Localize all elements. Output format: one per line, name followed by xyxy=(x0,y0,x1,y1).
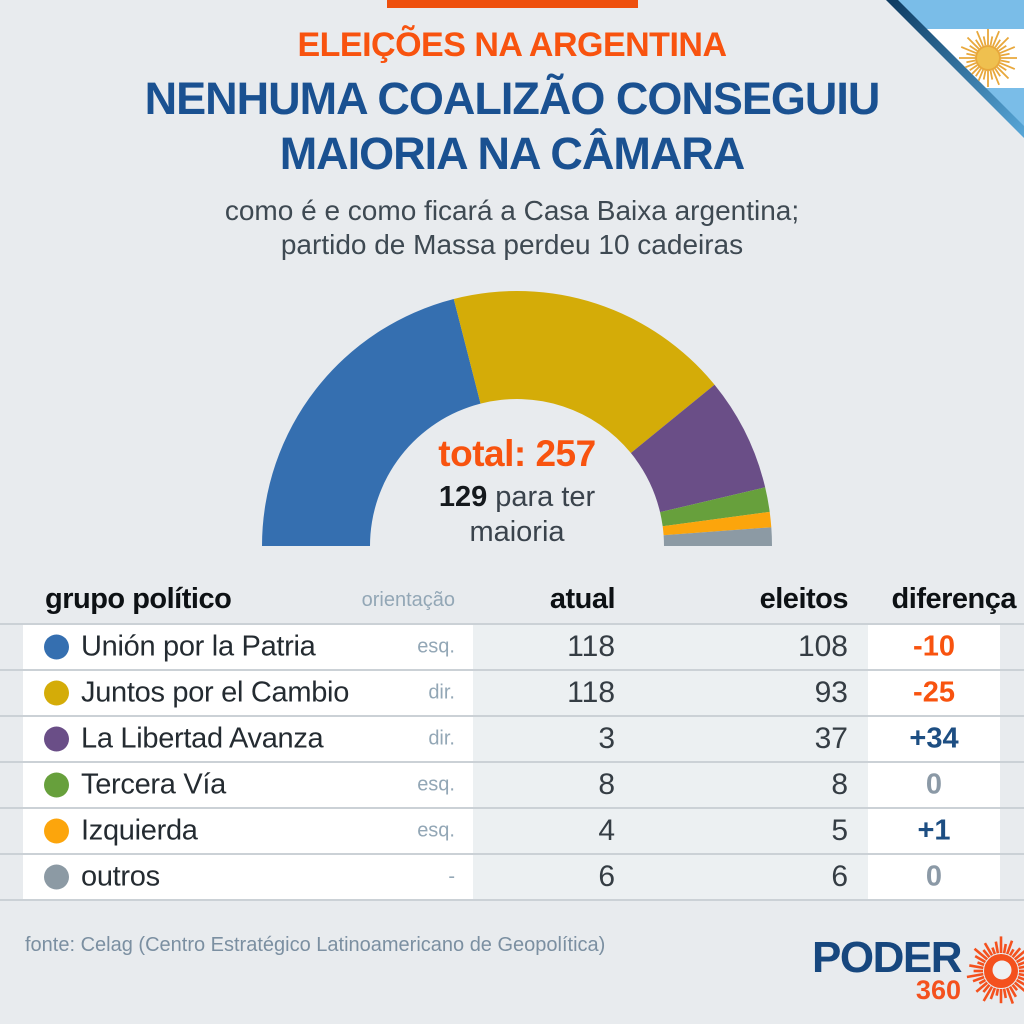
elected-seats: 6 xyxy=(831,860,848,893)
party-name: Izquierda xyxy=(81,814,198,847)
row-left-band xyxy=(23,809,473,853)
current-seats: 4 xyxy=(598,814,615,847)
header-orientation: orientação xyxy=(361,589,455,611)
argentina-flag-icon xyxy=(886,0,1024,138)
subtitle-line2: partido de Massa perdeu 10 cadeiras xyxy=(280,229,744,261)
row-left-band xyxy=(23,671,473,715)
elected-seats: 93 xyxy=(814,676,848,709)
elected-seats: 8 xyxy=(831,768,848,801)
row-mid-band xyxy=(473,855,868,899)
party-name: Tercera Vía xyxy=(81,768,226,801)
seat-difference: 0 xyxy=(925,768,943,801)
row-mid-band xyxy=(473,809,868,853)
current-seats: 118 xyxy=(567,630,615,663)
subtitle-line1: como é e como ficará a Casa Baixa argent… xyxy=(224,195,800,226)
table-row: Unión por la Patria esq. 118 108 -10 xyxy=(0,623,1024,669)
seat-difference: -10 xyxy=(913,630,955,663)
top-accent-bar xyxy=(387,0,638,8)
current-seats: 3 xyxy=(598,722,615,755)
row-left-band xyxy=(23,763,473,807)
header-elected: eleitos xyxy=(759,583,849,615)
header-current: atual xyxy=(549,583,616,615)
source-note: fonte: Celag (Centro Estratégico Latinoa… xyxy=(25,934,606,956)
row-right-band xyxy=(868,671,1000,715)
kicker: ELEIÇÕES NA ARGENTINA xyxy=(297,26,727,64)
subtitle: como é e como ficará a Casa Baixa argent… xyxy=(0,194,1024,263)
row-right-band xyxy=(868,763,1000,807)
seats-table: grupo político orientação atual eleitos … xyxy=(0,577,1024,901)
logo-word: PODER xyxy=(812,932,962,982)
party-orientation: dir. xyxy=(428,681,455,704)
elected-seats: 108 xyxy=(797,630,848,663)
seat-difference: -25 xyxy=(913,676,955,709)
majority-text-line2: maioria xyxy=(469,515,565,548)
party-color-dot xyxy=(44,680,69,706)
party-orientation: esq. xyxy=(417,635,455,658)
row-mid-band xyxy=(473,671,868,715)
party-orientation: - xyxy=(448,865,455,888)
majority-text: para ter xyxy=(495,481,596,513)
title-line2: MAIORIA NA CÂMARA xyxy=(279,127,746,179)
party-orientation: esq. xyxy=(417,819,455,842)
donut-segment-2 xyxy=(453,291,715,454)
logo-sunburst-icon xyxy=(966,936,1024,1004)
current-seats: 6 xyxy=(598,860,615,893)
donut-center-label: total: 257 129 para ter maioria xyxy=(317,433,717,550)
row-left-band xyxy=(23,717,473,761)
row-mid-band xyxy=(473,763,868,807)
table-row: Juntos por el Cambio dir. 118 93 -25 xyxy=(0,669,1024,715)
current-seats: 8 xyxy=(598,768,615,801)
seat-difference: +1 xyxy=(917,814,951,847)
donut-segment-5 xyxy=(662,511,772,536)
flag-fold-shadow xyxy=(886,0,1024,138)
row-mid-band xyxy=(473,717,868,761)
party-orientation: dir. xyxy=(428,727,455,750)
donut-segment-3 xyxy=(630,384,766,513)
table-header-row: grupo político orientação atual eleitos … xyxy=(0,577,1024,623)
elected-seats: 5 xyxy=(831,814,848,847)
party-color-dot xyxy=(44,818,69,844)
party-name: Juntos por el Cambio xyxy=(81,676,350,709)
row-left-band xyxy=(23,855,473,899)
poder360-logo: PODER 360 xyxy=(812,934,1024,1008)
party-name: Unión por la Patria xyxy=(81,630,316,663)
header-group: grupo político xyxy=(45,583,232,615)
total-seats-label: total: 257 xyxy=(438,433,596,474)
party-color-dot xyxy=(44,726,69,752)
table-row: Izquierda esq. 4 5 +1 xyxy=(0,807,1024,853)
page-title: NENHUMA COALIZÃO CONSEGUIU MAIORIA NA CÂM… xyxy=(0,72,1024,182)
party-color-dot xyxy=(44,864,69,890)
party-name: La Libertad Avanza xyxy=(81,722,324,755)
table-row: Tercera Vía esq. 8 8 0 xyxy=(0,761,1024,807)
donut-segment-6 xyxy=(663,527,772,546)
table-row: outros - 6 6 0 xyxy=(0,853,1024,899)
table-row: La Libertad Avanza dir. 3 37 +34 xyxy=(0,715,1024,761)
party-color-dot xyxy=(44,772,69,798)
row-right-band xyxy=(868,809,1000,853)
header-difference: diferença xyxy=(891,583,1017,615)
row-mid-band xyxy=(473,625,868,669)
table-body: Unión por la Patria esq. 118 108 -10 Jun… xyxy=(0,623,1024,901)
party-orientation: esq. xyxy=(417,773,455,796)
logo-number: 360 xyxy=(915,975,961,1006)
majority-value: 129 xyxy=(438,481,488,513)
elected-seats: 37 xyxy=(814,722,848,755)
seat-difference: 0 xyxy=(925,860,943,893)
party-color-dot xyxy=(44,634,69,660)
current-seats: 118 xyxy=(567,676,615,709)
party-name: outros xyxy=(81,860,160,893)
row-right-band xyxy=(868,625,1000,669)
row-right-band xyxy=(868,855,1000,899)
donut-segment-4 xyxy=(660,487,770,527)
majority-label: 129 para ter maioria xyxy=(317,480,717,550)
row-left-band xyxy=(23,625,473,669)
title-line1: NENHUMA COALIZÃO CONSEGUIU xyxy=(144,73,881,124)
seats-donut-chart xyxy=(262,291,772,546)
seat-difference: +34 xyxy=(909,722,959,755)
donut-segment-1 xyxy=(262,298,481,546)
row-right-band xyxy=(868,717,1000,761)
